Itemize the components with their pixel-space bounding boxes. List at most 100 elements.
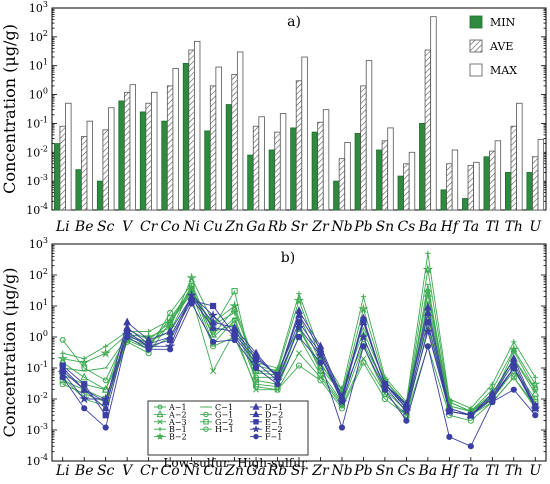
x-tick-label: Zr bbox=[311, 463, 330, 479]
point-marker bbox=[360, 317, 367, 324]
bar-min bbox=[311, 131, 319, 211]
x-tick-label: Zr bbox=[311, 219, 330, 235]
bar-ave bbox=[274, 131, 281, 211]
point-marker bbox=[510, 348, 517, 354]
bar-ave bbox=[532, 156, 539, 211]
point-marker bbox=[59, 337, 66, 343]
x-tick-label: Ta bbox=[463, 463, 480, 479]
legend-label: H−1 bbox=[215, 425, 234, 434]
bar-max bbox=[365, 60, 373, 211]
point-marker bbox=[186, 289, 197, 300]
x-tick-label: Li bbox=[55, 219, 70, 235]
x-tick-label: Pb bbox=[353, 219, 372, 235]
bar-ave bbox=[489, 150, 496, 211]
legend-swatch bbox=[469, 15, 483, 29]
point-marker bbox=[510, 386, 517, 393]
point-marker bbox=[465, 409, 477, 420]
point-marker bbox=[80, 384, 89, 393]
y-tick-label: 10-2 bbox=[26, 391, 48, 406]
point-marker bbox=[156, 433, 164, 440]
x-tick-label: Rb bbox=[267, 219, 288, 235]
point-marker bbox=[57, 367, 69, 378]
point-marker bbox=[102, 377, 109, 384]
legend-label: C−1 bbox=[215, 403, 233, 412]
series-d-2 bbox=[58, 293, 540, 419]
point-marker bbox=[252, 383, 260, 390]
point-marker bbox=[80, 372, 89, 381]
bar-min bbox=[204, 130, 211, 211]
point-marker bbox=[102, 386, 109, 393]
point-marker bbox=[229, 300, 240, 311]
legend-box bbox=[147, 400, 309, 456]
point-marker bbox=[529, 402, 541, 413]
bar-min bbox=[118, 100, 125, 211]
x-tick-label: Hf bbox=[440, 219, 461, 235]
point-marker bbox=[293, 294, 305, 306]
point-marker bbox=[425, 250, 431, 256]
bar-min bbox=[268, 149, 276, 211]
panel-label: b) bbox=[281, 250, 295, 266]
bar-min bbox=[247, 154, 254, 211]
point-marker bbox=[59, 374, 66, 381]
point-marker bbox=[315, 350, 326, 361]
point-marker bbox=[124, 333, 131, 341]
bar-min bbox=[139, 111, 147, 211]
point-marker bbox=[252, 374, 260, 381]
point-marker bbox=[401, 405, 412, 416]
y-tick-label: 10-3 bbox=[26, 173, 48, 188]
x-tick-label: Ba bbox=[418, 463, 438, 479]
point-marker bbox=[381, 395, 389, 403]
point-marker bbox=[157, 419, 163, 425]
bar-max bbox=[387, 127, 394, 211]
point-marker bbox=[253, 419, 259, 425]
bar-ave bbox=[59, 125, 66, 211]
y-tick-label: 101 bbox=[29, 58, 48, 73]
x-tick-label: Li bbox=[55, 463, 70, 479]
y-tick-label: 10-3 bbox=[26, 422, 48, 437]
legend-label: B−1 bbox=[169, 425, 187, 434]
point-marker bbox=[203, 411, 209, 418]
point-marker bbox=[78, 356, 90, 368]
point-marker bbox=[250, 356, 262, 368]
point-marker bbox=[102, 412, 109, 419]
point-marker bbox=[422, 263, 434, 275]
y-tick-label: 100 bbox=[29, 87, 48, 102]
bar-max bbox=[86, 120, 93, 211]
x-tick-label: Be bbox=[74, 219, 94, 235]
y-axis-title: Concentration (μg/g) bbox=[0, 268, 19, 438]
series-line bbox=[62, 292, 536, 422]
x-tick-label: Nb bbox=[330, 219, 352, 235]
bar-min bbox=[440, 189, 447, 211]
bar-max bbox=[215, 66, 222, 211]
x-tick-label: Be bbox=[74, 463, 94, 479]
point-marker bbox=[59, 381, 66, 388]
bar-max bbox=[408, 151, 416, 211]
bar-min bbox=[505, 172, 512, 211]
x-tick-label: V bbox=[122, 219, 134, 235]
bar-max bbox=[301, 56, 308, 211]
point-marker bbox=[446, 433, 453, 440]
bar-ave bbox=[317, 121, 324, 211]
bar-min bbox=[462, 198, 469, 211]
point-marker bbox=[207, 309, 219, 320]
y-tick-label: 10-1 bbox=[26, 115, 48, 130]
point-marker bbox=[102, 424, 109, 431]
y-tick-label: 10-1 bbox=[26, 360, 48, 375]
point-marker bbox=[203, 426, 209, 432]
bar-ave bbox=[81, 136, 88, 211]
legend-label: D−2 bbox=[265, 410, 283, 419]
x-tick-label: Cr bbox=[140, 219, 159, 235]
bar-min bbox=[225, 104, 233, 211]
bar-min bbox=[290, 127, 297, 211]
point-marker bbox=[188, 300, 195, 307]
y-tick-label: 10-4 bbox=[26, 453, 48, 468]
point-marker bbox=[424, 343, 431, 350]
bar-min bbox=[182, 63, 190, 211]
point-marker bbox=[210, 368, 217, 374]
legend-label: A−3 bbox=[168, 418, 187, 427]
legend-label: F−1 bbox=[265, 433, 282, 442]
point-marker bbox=[167, 319, 174, 326]
y-tick-label: 103 bbox=[29, 236, 48, 251]
series-line bbox=[62, 283, 536, 416]
point-marker bbox=[167, 346, 174, 353]
